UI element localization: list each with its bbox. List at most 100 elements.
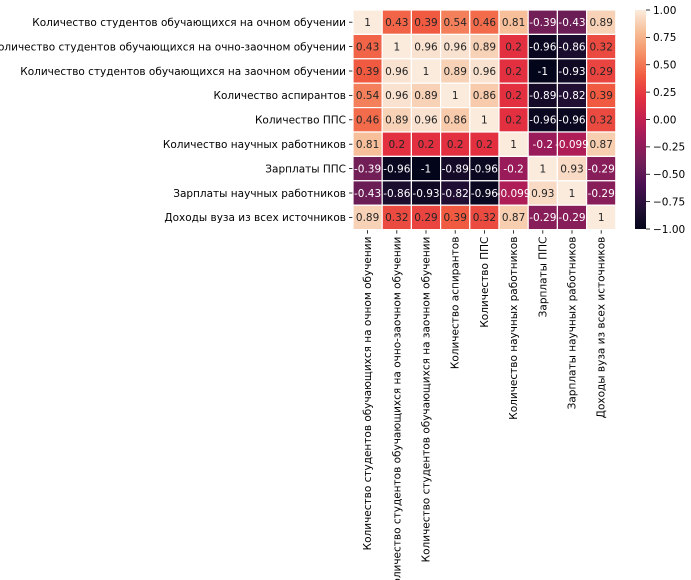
heatmap-cell: [556, 204, 588, 231]
heatmap-cell: [585, 9, 617, 35]
cell-annotation: -0.89: [442, 163, 469, 175]
colorbar-tick-label: 0.25: [653, 87, 676, 99]
heatmap-cell: [469, 204, 500, 231]
cell-annotation: 1: [539, 163, 546, 175]
cell-annotation: -0.93: [412, 188, 439, 200]
cell-annotation: 0.87: [590, 139, 613, 151]
colorbar-tick-label: 1.00: [653, 5, 676, 17]
cell-annotation: -0.93: [558, 66, 585, 78]
heatmap-cell: [352, 180, 383, 206]
cell-annotation: 1: [393, 41, 400, 53]
heatmap-cell: [469, 58, 500, 84]
heatmap-cell: [410, 204, 442, 231]
cell-annotation: 0.2: [505, 90, 522, 102]
column-label: Зарплаты ППС: [537, 237, 549, 318]
row-label: Зарплаты научных работников: [173, 188, 346, 200]
heatmap-cell: [585, 131, 617, 157]
cell-annotation: 0.2: [505, 115, 522, 127]
heatmap-cell: [498, 204, 529, 231]
cell-annotation: 0.32: [590, 115, 613, 127]
cell-annotation: -0.96: [471, 188, 498, 200]
heatmap-cell: [556, 82, 588, 109]
heatmap-cell: [585, 58, 617, 84]
heatmap-cell: [527, 58, 559, 84]
cell-annotation: 0.2: [447, 139, 464, 151]
heatmap-cell: [352, 131, 383, 157]
row-labels: Количество студентов обучающихся на очно…: [0, 17, 353, 224]
colorbar-tick-label: −0.75: [653, 196, 685, 208]
cell-annotation: 0.32: [385, 212, 408, 224]
heatmap-cell: [498, 106, 529, 133]
row-label: Количество научных работников: [163, 139, 346, 151]
cell-annotation: 0.2: [505, 41, 522, 53]
row-label: Количество студентов обучающихся на очно…: [0, 41, 346, 53]
cell-annotation: -0.2: [503, 163, 524, 175]
row-label: Доходы вуза из всех источников: [164, 212, 346, 224]
heatmap-cell: [556, 155, 588, 182]
cell-annotation: 0.43: [385, 17, 408, 29]
column-labels: Количество студентов обучающихся на очно…: [362, 229, 608, 580]
cell-annotation: 0.89: [473, 41, 496, 53]
colorbar-tick-label: 0.75: [653, 32, 676, 44]
cell-annotation: -0.82: [558, 90, 585, 102]
cell-annotation: 1: [598, 212, 605, 224]
cell-annotation: -0.96: [529, 115, 556, 127]
heatmap-cell: [440, 33, 471, 60]
heatmap-cell: [585, 33, 617, 60]
cell-annotation: 0.96: [414, 115, 438, 127]
cell-annotation: 0.89: [356, 212, 379, 224]
cell-annotation: 0.89: [385, 115, 408, 127]
cell-annotations: 1 0.43 0.39 0.54 0.46 0.81 -0.39 -0.43 0.890.43 1…: [354, 17, 615, 224]
cell-annotation: -0.96: [558, 115, 585, 127]
cell-annotation: 0.2: [388, 139, 405, 151]
cell-annotation: -0.29: [588, 188, 615, 200]
cell-annotation: -0.82: [442, 188, 469, 200]
cell-annotation: 0.2: [476, 139, 493, 151]
cell-annotation: -0.96: [471, 163, 498, 175]
colorbar-tick-label: 0.50: [653, 60, 676, 72]
cell-annotation: -0.099: [497, 188, 531, 200]
heatmap-cell: [469, 131, 500, 157]
column-label: Количество аспирантов: [450, 237, 462, 370]
cell-annotation: 0.32: [473, 212, 496, 224]
cell-annotation: -0.2: [533, 139, 554, 151]
cell-annotation: 0.89: [414, 90, 437, 102]
cell-annotation: 1: [569, 188, 576, 200]
colorbar-tick-label: −1.00: [653, 224, 685, 236]
heatmap-cell: [469, 180, 500, 206]
cell-annotation: 0.54: [444, 17, 468, 29]
column-label: Количество ППС: [479, 237, 491, 328]
heatmap-cell: [410, 155, 442, 182]
column-label: Количество научных работников: [508, 237, 520, 420]
cell-annotation: 0.89: [590, 17, 613, 29]
cell-annotation: -0.43: [354, 188, 381, 200]
cell-annotation: 0.86: [444, 115, 468, 127]
row-label: Количество студентов обучающихся на очно…: [32, 17, 346, 29]
colorbar-tick-label: −0.25: [653, 142, 685, 154]
cell-annotation: -1: [421, 163, 431, 175]
cell-annotation: 0.96: [414, 41, 438, 53]
cell-annotation: 1: [481, 115, 488, 127]
heatmap-cell: [381, 131, 413, 157]
heatmap-cell: [556, 58, 588, 84]
heatmap-cell: [440, 9, 471, 35]
column-label: Доходы вуза из всех источников: [596, 237, 608, 419]
heatmap-cell: [498, 131, 529, 157]
cell-annotation: 0.93: [531, 188, 554, 200]
colorbar-gradient: [635, 10, 646, 229]
row-label: Количество студентов обучающихся на заоч…: [20, 66, 346, 78]
cell-annotation: 0.39: [356, 66, 379, 78]
cell-annotation: -0.86: [558, 41, 585, 53]
heatmap-cell: [585, 106, 617, 133]
cell-annotation: -1: [538, 66, 548, 78]
heatmap-cell: [527, 204, 559, 231]
cell-annotation: -0.099: [555, 139, 589, 151]
cell-annotation: -0.39: [354, 163, 381, 175]
column-label: Количество студентов обучающихся на очно…: [362, 237, 374, 551]
colorbar: 1.00 0.75 0.50 0.25 0.00 −0.25 −0.50 −0.75 −1.00: [635, 5, 685, 236]
colorbar-tick-label: 0.00: [653, 114, 676, 126]
cell-annotation: -0.89: [529, 90, 556, 102]
cell-annotation: 0.81: [356, 139, 379, 151]
cell-annotation: 0.39: [414, 17, 437, 29]
cell-annotation: 1: [423, 66, 430, 78]
